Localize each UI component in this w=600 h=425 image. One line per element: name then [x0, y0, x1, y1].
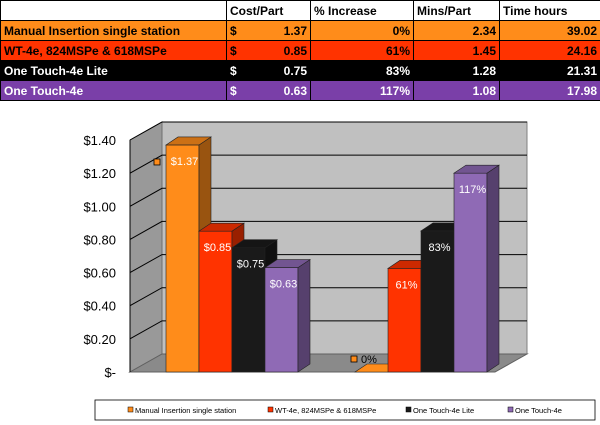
data-label: $0.75 — [237, 259, 265, 271]
bar-top — [264, 259, 311, 268]
gridline — [129, 154, 527, 174]
bar — [387, 268, 422, 373]
bar-top — [198, 222, 245, 232]
increase-cell: 117% — [310, 80, 414, 101]
bar-top — [453, 164, 500, 174]
data-label: $0.63 — [270, 279, 298, 291]
bar-top — [165, 136, 212, 146]
data-label: 0% — [361, 354, 377, 366]
y-tick-label: $0.60 — [83, 266, 116, 281]
data-label: 117% — [459, 184, 487, 196]
bar — [453, 172, 488, 373]
cost-cell: $0.85 — [226, 40, 311, 61]
cost-value: 0.75 — [283, 63, 307, 78]
hours-cell: 17.98 — [499, 80, 600, 101]
table-row: One Touch-4e $0.63 117% 1.08 17.98 — [0, 80, 600, 101]
y-tick-label: $1.20 — [83, 166, 116, 181]
y-tick-label: $0.20 — [83, 332, 116, 347]
legend-swatch — [267, 406, 274, 413]
table-header-cell: Cost/Part — [226, 0, 311, 21]
gridline — [129, 121, 527, 141]
legend-box — [94, 399, 596, 421]
table-row: One Touch-4e Lite $0.75 83% 1.28 21.31 — [0, 60, 600, 81]
bar — [165, 144, 200, 373]
gridline — [129, 254, 527, 274]
legend-swatch — [405, 406, 412, 413]
data-label: 61% — [395, 279, 417, 291]
currency-symbol: $ — [230, 43, 237, 58]
table-row: WT-4e, 824MSPe & 618MSPe $0.85 61% 1.45 24.1… — [0, 40, 600, 61]
legend-swatch — [507, 406, 514, 413]
bar-side — [486, 164, 500, 373]
y-tick-label: $1.00 — [83, 199, 116, 214]
legend-label: Manual Insertion single station — [135, 406, 236, 415]
row-name-cell: One Touch-4e — [0, 80, 227, 101]
data-label-marker — [350, 355, 358, 363]
currency-symbol: $ — [230, 23, 237, 38]
legend-label: WT-4e, 824MSPe & 618MSPe — [275, 406, 376, 415]
table-header-row: Cost/Part% Increase Mins/Part Time hours — [0, 0, 600, 21]
legend-label: One Touch-4e — [515, 406, 562, 415]
hours-cell: 39.02 — [499, 20, 600, 41]
currency-symbol: $ — [230, 83, 237, 98]
table-header-cell: Mins/Part — [413, 0, 500, 21]
gridline — [129, 220, 527, 240]
bar-side — [297, 259, 311, 373]
cost-cell: $1.37 — [226, 20, 311, 41]
y-tick-label: $1.40 — [83, 133, 116, 148]
bar — [231, 247, 266, 373]
increase-cell: 61% — [310, 40, 414, 61]
cost-value: 0.85 — [283, 43, 307, 58]
legend-label: One Touch-4e Lite — [413, 406, 474, 415]
cost-cell: $0.63 — [226, 80, 311, 101]
data-label: $1.37 — [171, 156, 199, 168]
data-label-marker — [153, 158, 161, 166]
currency-symbol: $ — [230, 63, 237, 78]
table-header-cell — [0, 0, 227, 21]
gridline — [129, 187, 527, 207]
bar-top — [231, 239, 278, 249]
cost-value: 0.63 — [283, 83, 307, 98]
row-name-cell: WT-4e, 824MSPe & 618MSPe — [0, 40, 227, 61]
legend-swatch — [127, 406, 134, 413]
comparison-table: Cost/Part% Increase Mins/Part Time hours Ma… — [0, 0, 600, 101]
cost-value: 1.37 — [283, 23, 307, 38]
data-label: $0.85 — [204, 242, 232, 254]
y-tick-label: $0.40 — [83, 299, 116, 314]
y-tick-label: $0.80 — [83, 232, 116, 247]
y-tick-label: $- — [104, 365, 116, 380]
data-label: 83% — [428, 242, 450, 254]
